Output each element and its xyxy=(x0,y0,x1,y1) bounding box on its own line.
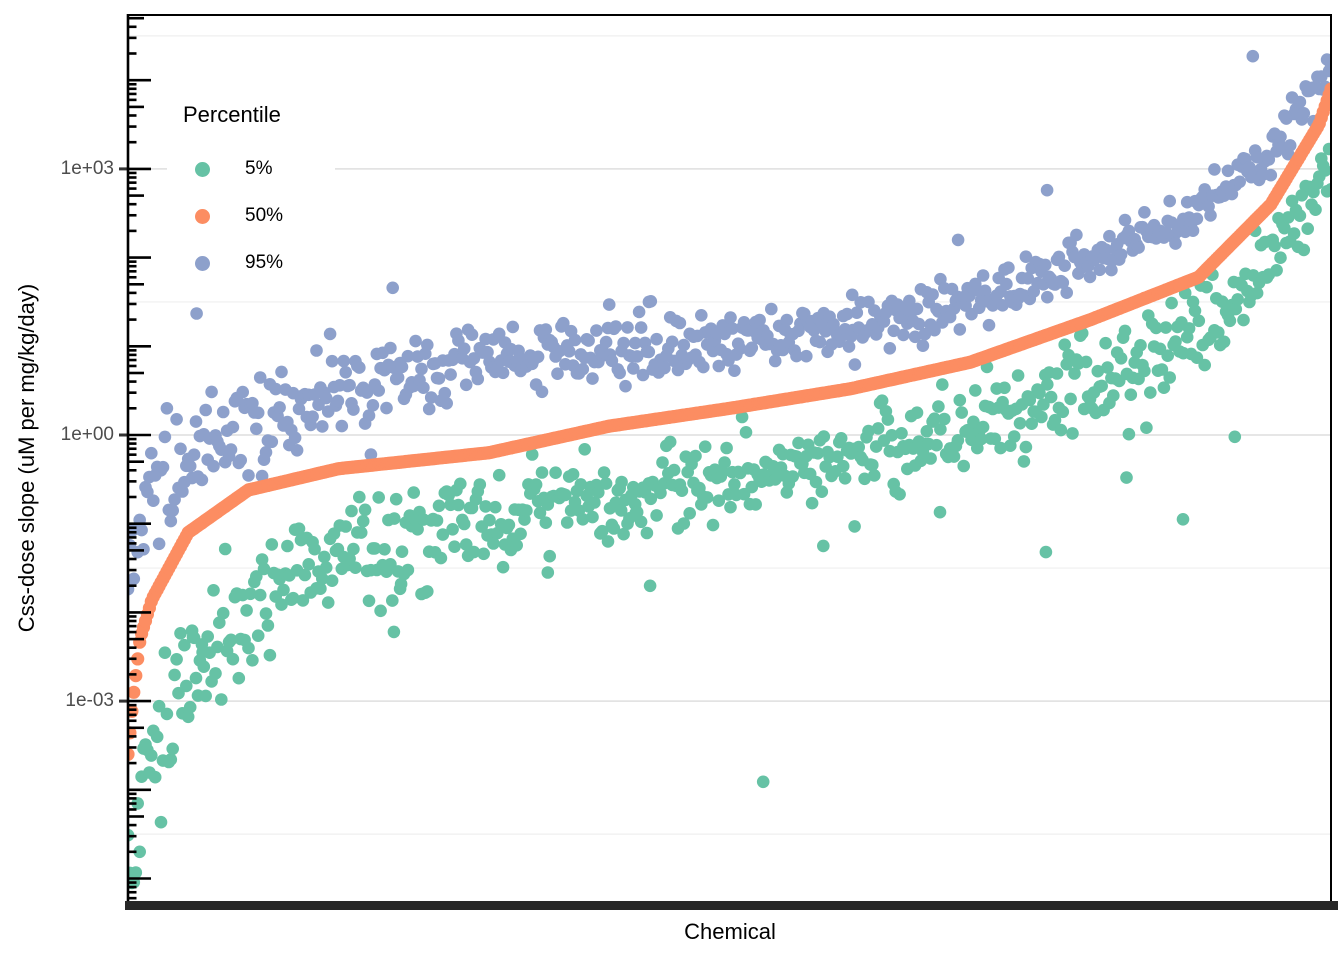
legend-item-50pct: 50% xyxy=(195,201,283,231)
legend-title: Percentile xyxy=(183,102,281,127)
legend-label-5pct: 5% xyxy=(245,158,273,179)
legend-background xyxy=(167,90,335,288)
y-tick-label-1e-03: 1e-03 xyxy=(65,690,114,712)
legend-swatch-95pct-icon xyxy=(195,255,210,271)
x-axis-bar xyxy=(125,901,1338,910)
log-ticks xyxy=(119,16,151,900)
legend-label-50pct: 50% xyxy=(245,205,284,226)
legend-label-95pct: 95% xyxy=(245,252,284,273)
series-50% xyxy=(128,82,1331,761)
y-tick-label-1e00: 1e+00 xyxy=(60,423,114,445)
x-axis-title: Chemical xyxy=(684,919,776,944)
legend-swatch-5pct-icon xyxy=(195,161,210,177)
legend-item-95pct: 95% xyxy=(195,248,283,278)
y-tick-label-1e03: 1e+03 xyxy=(60,157,114,179)
legend-item-5pct: 5% xyxy=(195,154,272,184)
panel-border xyxy=(126,14,1332,902)
data-points xyxy=(128,49,1331,890)
legend-swatch-50pct-icon xyxy=(195,208,210,224)
series-5% xyxy=(128,142,1331,890)
y-axis-title: Css-dose slope (uM per mg/kg/day) xyxy=(14,283,39,633)
series-95% xyxy=(128,49,1331,596)
